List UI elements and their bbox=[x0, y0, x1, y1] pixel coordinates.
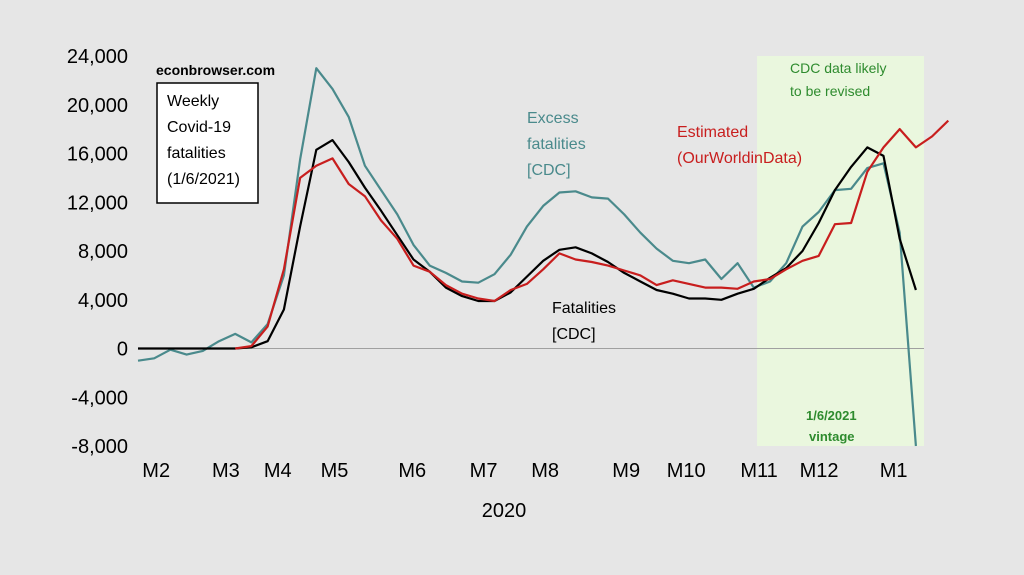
excess-label-3: [CDC] bbox=[527, 162, 571, 179]
x-tick-label: M4 bbox=[264, 460, 292, 482]
excess-label-1: Excess bbox=[527, 110, 579, 127]
x-tick-label: M8 bbox=[531, 460, 559, 482]
title-line-3: fatalities bbox=[167, 145, 226, 162]
vintage-label-1: 1/6/2021 bbox=[806, 408, 857, 423]
x-tick-label: M10 bbox=[667, 460, 706, 482]
x-tick-label: M5 bbox=[321, 460, 349, 482]
y-tick-label: -4,000 bbox=[71, 387, 128, 409]
revision-note-1: CDC data likely bbox=[790, 60, 886, 76]
y-tick-label: 20,000 bbox=[67, 95, 128, 117]
x-axis-label: 2020 bbox=[482, 500, 527, 522]
x-tick-label: M6 bbox=[398, 460, 426, 482]
title-line-4: (1/6/2021) bbox=[167, 171, 240, 188]
title-box bbox=[156, 82, 259, 204]
fatalities-label-1: Fatalities bbox=[552, 300, 616, 317]
revision-note-2: to be revised bbox=[790, 83, 870, 99]
x-tick-label: M11 bbox=[740, 460, 777, 482]
x-tick-label: M2 bbox=[142, 460, 170, 482]
title-line-1: Weekly bbox=[167, 93, 219, 110]
y-tick-label: 16,000 bbox=[67, 144, 128, 166]
estimated-label-1: Estimated bbox=[677, 124, 748, 141]
x-tick-label: M3 bbox=[212, 460, 240, 482]
title-line-2: Covid-19 bbox=[167, 119, 231, 136]
y-tick-label: -8,000 bbox=[71, 436, 128, 458]
x-tick-label: M12 bbox=[800, 460, 839, 482]
x-tick-label: M7 bbox=[470, 460, 498, 482]
revision-shade-region bbox=[757, 56, 924, 446]
source-label: econbrowser.com bbox=[156, 62, 275, 78]
estimated-label-2: (OurWorldinData) bbox=[677, 150, 802, 167]
x-tick-label: M9 bbox=[612, 460, 640, 482]
y-tick-label: 4,000 bbox=[78, 290, 128, 312]
excess-label-2: fatalities bbox=[527, 136, 586, 153]
estimated-fatalities-line bbox=[235, 119, 950, 350]
y-tick-label: 0 bbox=[117, 339, 128, 361]
vintage-label-2: vintage bbox=[809, 429, 855, 444]
y-tick-label: 12,000 bbox=[67, 192, 128, 214]
fatalities-label-2: [CDC] bbox=[552, 326, 596, 343]
y-tick-label: 8,000 bbox=[78, 241, 128, 263]
y-tick-label: 24,000 bbox=[67, 46, 128, 68]
x-tick-label: M1 bbox=[880, 460, 908, 482]
